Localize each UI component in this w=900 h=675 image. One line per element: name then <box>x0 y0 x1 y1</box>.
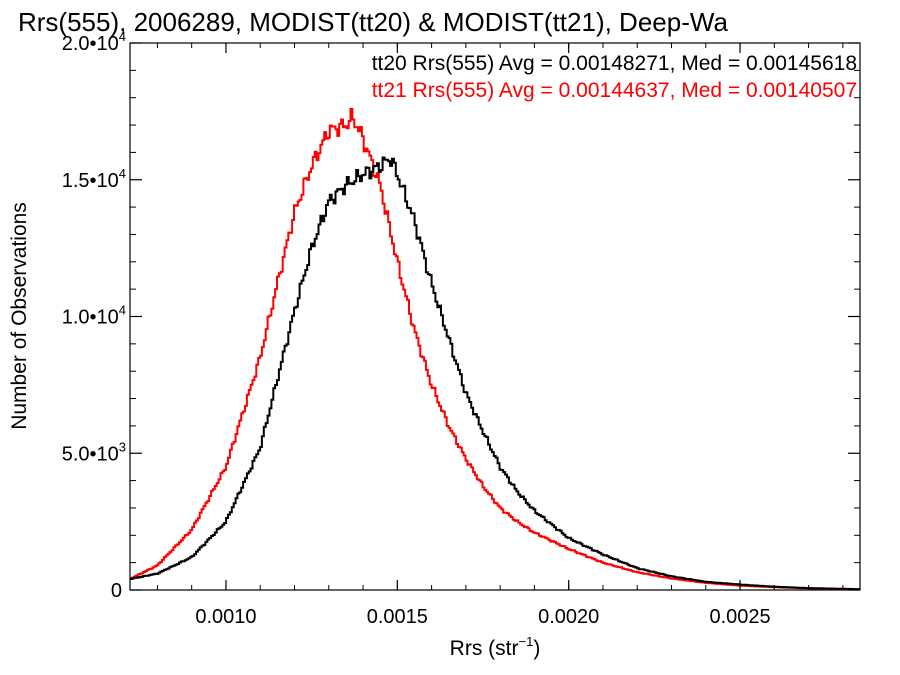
legend-entry-tt20: tt20 Rrs(555) Avg = 0.00148271, Med = 0.… <box>372 52 857 75</box>
y-tick-label: 1.0•104 <box>62 303 126 329</box>
series-line-tt21 <box>130 108 860 591</box>
y-tick-label: 5.0•103 <box>62 439 126 465</box>
x-axis-label: Rrs (str−1) <box>450 634 541 660</box>
series-line-tt20 <box>130 156 861 591</box>
series-layer <box>130 108 861 591</box>
y-tick-label: 0 <box>111 580 122 602</box>
x-tick-label: 0.0020 <box>538 606 599 628</box>
y-axis-label: Number of Observations <box>8 202 31 430</box>
x-axis-ticks: 0.0010 0.0015 0.0020 0.0025 <box>156 43 844 628</box>
y-tick-label: 1.5•104 <box>62 166 126 192</box>
chart-title: Rrs(555), 2006289, MODIST(tt20) & MODIST… <box>18 7 728 37</box>
x-tick-label: 0.0025 <box>709 606 770 628</box>
x-tick-label: 0.0015 <box>367 606 428 628</box>
legend: tt20 Rrs(555) Avg = 0.00148271, Med = 0.… <box>372 52 857 102</box>
y-axis-ticks: 0 5.0•103 1.0•104 1.5•104 2.0•104 <box>62 29 860 602</box>
plot-frame <box>129 42 861 591</box>
y-tick-label: 2.0•104 <box>62 29 126 55</box>
legend-entry-tt21: tt21 Rrs(555) Avg = 0.00144637, Med = 0.… <box>372 79 857 102</box>
x-tick-label: 0.0010 <box>195 606 256 628</box>
